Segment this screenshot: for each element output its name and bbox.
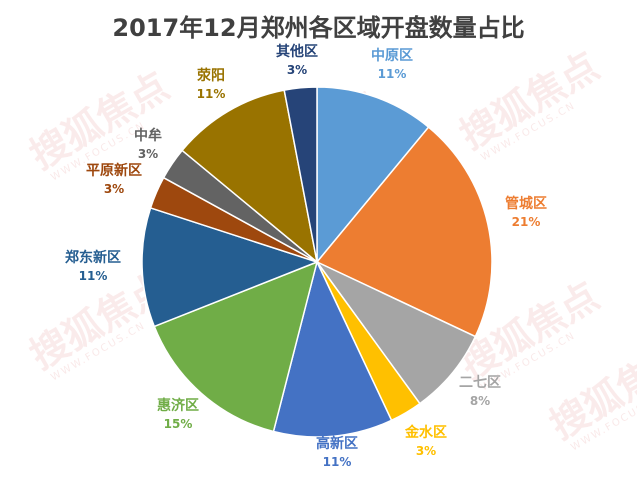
slice-label-name: 其他区 [276, 43, 318, 60]
pie-slice-5 [153, 260, 319, 433]
slice-label-name: 二七区 [459, 375, 501, 391]
chart-title: 2017年12月郑州各区域开盘数量占比 [112, 14, 525, 42]
slice-label-name: 惠济区 [157, 397, 199, 414]
slice-label-name: 金水区 [404, 424, 447, 441]
slice-label-name: 郑东新区 [65, 249, 121, 266]
slice-label-name: 高新区 [316, 435, 358, 452]
slice-label-percent: 15% [164, 417, 193, 431]
slice-label-percent: 11% [197, 87, 226, 101]
slice-label-percent: 11% [79, 269, 108, 283]
pie-slice-4 [272, 259, 393, 438]
svg-text:搜狐焦点: 搜狐焦点 [453, 44, 607, 158]
slice-label-percent: 11% [323, 455, 352, 469]
slice-label-percent: 3% [104, 182, 124, 196]
slice-label-percent: 8% [470, 394, 490, 408]
pie-slice-1 [315, 126, 493, 338]
slice-label-percent: 11% [378, 67, 407, 81]
pie-slices [141, 86, 493, 438]
pie-slice-9 [181, 89, 319, 264]
pie-slice-10 [283, 86, 318, 263]
pie-slice-6 [141, 206, 320, 328]
slice-label-name: 平原新区 [86, 162, 142, 179]
slice-label-name: 中原区 [371, 47, 413, 64]
slice-labels: 中原区 11% 管城区 21% 二七区 8% 金水区 3% 高新区 11% 惠济区 15% 郑东新区 11… [65, 43, 547, 469]
slice-label-name: 中牟 [134, 127, 162, 144]
slice-label-name: 荥阳 [197, 67, 225, 84]
slice-label-percent: 3% [138, 147, 158, 161]
slice-label-percent: 21% [512, 215, 541, 229]
slice-label-name: 管城区 [505, 195, 547, 212]
slice-label-percent: 3% [416, 444, 436, 458]
slice-label-percent: 3% [287, 63, 307, 77]
pie-slice-0 [316, 86, 430, 265]
